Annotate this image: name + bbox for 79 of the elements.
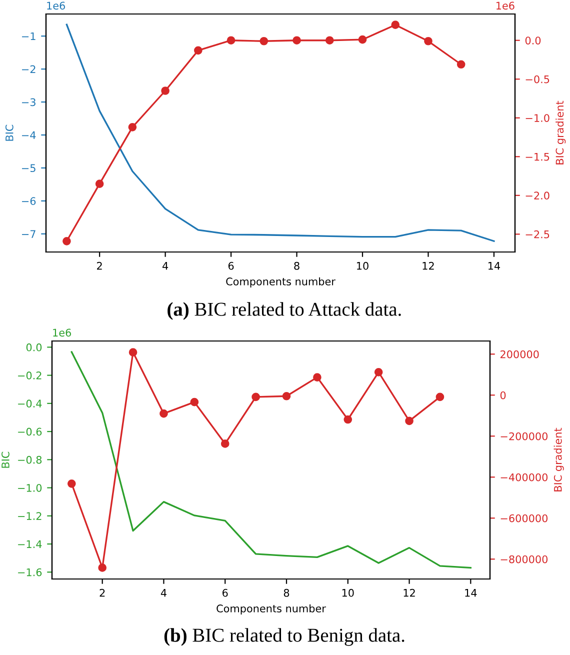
- x-axis-title: Components number: [226, 277, 336, 288]
- x-tick-label: 14: [488, 262, 500, 270]
- point: [128, 123, 137, 132]
- point: [344, 415, 352, 424]
- y-tick-label: −4: [22, 131, 36, 139]
- point: [292, 36, 301, 45]
- point: [160, 409, 168, 418]
- point: [161, 86, 170, 95]
- point: [391, 20, 400, 30]
- point: [313, 373, 322, 382]
- y-tick-label: −0.4: [18, 400, 42, 408]
- point: [424, 36, 432, 46]
- text: 1e6: [496, 2, 514, 10]
- y-tick-label: −7: [22, 230, 36, 238]
- y2-tick-label: −400000: [500, 473, 548, 482]
- x-tick-label: 2: [100, 588, 105, 597]
- y2-tick-label: −600000: [500, 514, 548, 522]
- y2-tick-label: −800000: [500, 555, 548, 564]
- point: [436, 392, 444, 402]
- point: [194, 46, 202, 55]
- point: [226, 36, 236, 45]
- x-tick-label: 6: [222, 588, 228, 597]
- y-tick-label: −6: [22, 197, 36, 206]
- point: [358, 35, 367, 44]
- y2-tick-label: −2.5: [526, 230, 550, 238]
- y-axis-title: BIC: [5, 124, 14, 141]
- point: [128, 348, 138, 356]
- point: [62, 236, 71, 246]
- y2-tick-label: −0.5: [526, 75, 550, 84]
- text: 1e6: [47, 2, 66, 10]
- point: [190, 398, 199, 406]
- point: [98, 564, 107, 572]
- x-axis-title: Components number: [216, 604, 326, 614]
- y2-tick-label: −1.5: [526, 153, 550, 161]
- point: [252, 392, 260, 402]
- y-axis-title: BIC: [2, 452, 10, 468]
- x-tick-label: 12: [404, 588, 415, 597]
- y2-tick-label: 200000: [500, 350, 539, 358]
- point: [405, 416, 414, 426]
- x-tick-label: 14: [465, 589, 477, 597]
- x-tick-label: 10: [342, 588, 354, 597]
- text: (a) BIC related to Attack data.: [168, 302, 401, 320]
- x-tick-label: 8: [294, 262, 300, 270]
- point: [374, 368, 383, 376]
- x-tick-label: 6: [228, 262, 234, 270]
- y2-axis-title: BIC gradient: [554, 428, 564, 492]
- y-tick-label: −0.2: [18, 372, 42, 380]
- y-tick-label: −5: [22, 164, 36, 172]
- x-tick-label: 4: [162, 262, 168, 270]
- x-tick-label: 10: [357, 262, 368, 270]
- y-tick-label: −2: [22, 65, 36, 74]
- x-tick-label: 2: [97, 262, 102, 270]
- y-tick-label: −1.0: [18, 484, 42, 492]
- x-tick-label: 8: [284, 588, 290, 597]
- x-tick-label: 12: [422, 262, 434, 270]
- point: [95, 180, 104, 188]
- point: [220, 440, 230, 448]
- y2-tick-label: −200000: [500, 432, 548, 440]
- point: [260, 36, 268, 46]
- y-tick-label: 0.0: [26, 343, 42, 352]
- y2-tick-label: −1.0: [526, 114, 550, 122]
- y2-tick-label: 0.0: [525, 36, 541, 44]
- point: [282, 392, 291, 400]
- text: (b) BIC related to Benign data.: [164, 628, 404, 646]
- point: [325, 36, 334, 45]
- y-tick-label: −1.2: [18, 512, 42, 520]
- y-tick-label: −0.8: [18, 456, 42, 464]
- y-tick-label: −1: [22, 32, 36, 40]
- y-tick-label: −0.6: [18, 428, 42, 436]
- text: 1e6: [53, 328, 72, 337]
- y-tick-label: −1.6: [18, 568, 42, 576]
- y-tick-label: −3: [22, 98, 36, 106]
- point: [67, 480, 76, 488]
- y2-tick-label: −2.0: [526, 192, 550, 200]
- x-tick-label: 4: [160, 589, 166, 597]
- y-tick-label: −1.4: [18, 540, 42, 548]
- y2-tick-label: 0: [500, 391, 506, 400]
- y2-axis-title: BIC gradient: [556, 100, 566, 164]
- point: [456, 60, 466, 69]
